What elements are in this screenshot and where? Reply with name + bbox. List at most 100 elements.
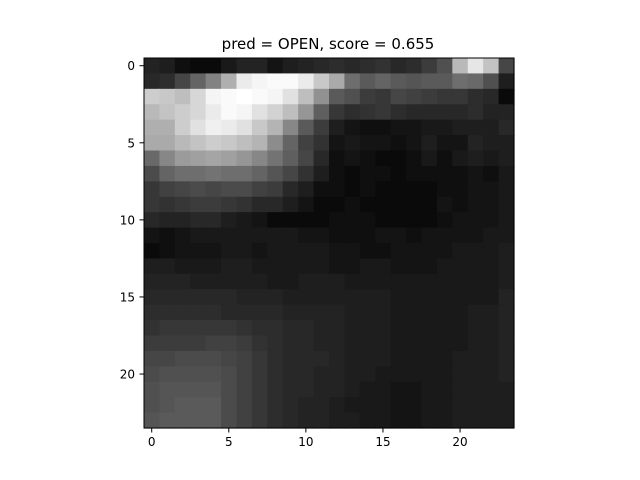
heatmap-cell-r12-c18: [421, 243, 438, 260]
heatmap-cell-r20-c2: [174, 366, 191, 383]
heatmap-cell-r15-c12: [329, 289, 346, 306]
heatmap-cell-r4-c12: [329, 119, 346, 136]
heatmap-cell-r14-c23: [498, 273, 515, 290]
heatmap-cell-r10-c7: [251, 212, 268, 229]
heatmap-cell-r3-c1: [159, 104, 176, 121]
heatmap-cell-r5-c17: [406, 135, 423, 152]
heatmap-cell-r8-c17: [406, 181, 423, 198]
heatmap-cell-r15-c3: [190, 289, 207, 306]
heatmap-cell-r16-c15: [375, 304, 392, 321]
heatmap-cell-r13-c7: [251, 258, 268, 275]
heatmap-cell-r12-c0: [144, 243, 161, 260]
heatmap-cell-r2-c12: [329, 88, 346, 105]
heatmap-cell-r14-c20: [452, 273, 469, 290]
heatmap-cell-r21-c2: [174, 381, 191, 398]
heatmap-cell-r15-c16: [390, 289, 407, 306]
heatmap-cell-r19-c3: [190, 350, 207, 367]
heatmap-cell-r15-c22: [483, 289, 500, 306]
axes-frame: [143, 57, 515, 429]
heatmap-cell-r16-c9: [282, 304, 299, 321]
heatmap-cell-r18-c23: [498, 335, 515, 352]
heatmap-cell-r21-c10: [298, 381, 315, 398]
heatmap-cell-r21-c13: [344, 381, 361, 398]
heatmap-cell-r11-c21: [467, 227, 484, 244]
heatmap-cell-r17-c11: [313, 320, 330, 337]
heatmap-cell-r9-c6: [236, 196, 253, 213]
heatmap-cell-r12-c20: [452, 243, 469, 260]
heatmap-cell-r1-c16: [390, 73, 407, 90]
heatmap-cell-r3-c15: [375, 104, 392, 121]
heatmap-cell-r11-c18: [421, 227, 438, 244]
heatmap-cell-r9-c9: [282, 196, 299, 213]
heatmap-cell-r2-c17: [406, 88, 423, 105]
heatmap-cell-r3-c11: [313, 104, 330, 121]
heatmap-cell-r5-c7: [251, 135, 268, 152]
heatmap-cell-r8-c5: [221, 181, 238, 198]
heatmap-cell-r5-c20: [452, 135, 469, 152]
heatmap-cell-r2-c18: [421, 88, 438, 105]
heatmap-cell-r15-c20: [452, 289, 469, 306]
heatmap-cell-r21-c11: [313, 381, 330, 398]
heatmap-cell-r6-c14: [359, 150, 376, 167]
heatmap-cell-r10-c23: [498, 212, 515, 229]
heatmap-cell-r20-c15: [375, 366, 392, 383]
heatmap-cell-r12-c19: [436, 243, 453, 260]
heatmap-cell-r11-c2: [174, 227, 191, 244]
heatmap-cell-r0-c10: [298, 58, 315, 75]
heatmap-cell-r8-c0: [144, 181, 161, 198]
heatmap-cell-r16-c20: [452, 304, 469, 321]
heatmap-cell-r1-c5: [221, 73, 238, 90]
y-tick-label-5: 5: [127, 136, 135, 150]
heatmap-cell-r15-c18: [421, 289, 438, 306]
heatmap-cell-r21-c14: [359, 381, 376, 398]
heatmap-cell-r4-c22: [483, 119, 500, 136]
heatmap-cell-r10-c1: [159, 212, 176, 229]
heatmap-cell-r0-c2: [174, 58, 191, 75]
heatmap-cell-r1-c12: [329, 73, 346, 90]
heatmap-cell-r2-c9: [282, 88, 299, 105]
heatmap-cell-r10-c13: [344, 212, 361, 229]
heatmap-cell-r13-c3: [190, 258, 207, 275]
heatmap-cell-r17-c4: [205, 320, 222, 337]
heatmap-cell-r12-c5: [221, 243, 238, 260]
heatmap-cell-r20-c19: [436, 366, 453, 383]
heatmap-cell-r15-c10: [298, 289, 315, 306]
heatmap-cell-r1-c10: [298, 73, 315, 90]
heatmap-cell-r6-c8: [267, 150, 284, 167]
heatmap-cell-r11-c6: [236, 227, 253, 244]
heatmap-cell-r14-c0: [144, 273, 161, 290]
heatmap-cell-r10-c16: [390, 212, 407, 229]
heatmap-cell-r2-c3: [190, 88, 207, 105]
heatmap-cell-r19-c7: [251, 350, 268, 367]
heatmap-cell-r3-c17: [406, 104, 423, 121]
heatmap-cell-r9-c14: [359, 196, 376, 213]
heatmap-cell-r13-c8: [267, 258, 284, 275]
heatmap-cell-r7-c12: [329, 165, 346, 182]
heatmap-cell-r9-c5: [221, 196, 238, 213]
heatmap-cell-r8-c10: [298, 181, 315, 198]
heatmap-cell-r23-c6: [236, 412, 253, 429]
heatmap-cell-r12-c23: [498, 243, 515, 260]
heatmap-cell-r4-c19: [436, 119, 453, 136]
heatmap-cell-r7-c14: [359, 165, 376, 182]
heatmap-cell-r0-c6: [236, 58, 253, 75]
heatmap-cell-r5-c2: [174, 135, 191, 152]
heatmap-cell-r17-c20: [452, 320, 469, 337]
heatmap-cell-r0-c7: [251, 58, 268, 75]
heatmap-cell-r15-c15: [375, 289, 392, 306]
heatmap-cell-r18-c20: [452, 335, 469, 352]
heatmap-cell-r2-c6: [236, 88, 253, 105]
heatmap-cell-r9-c17: [406, 196, 423, 213]
heatmap-cell-r6-c21: [467, 150, 484, 167]
heatmap-cell-r13-c19: [436, 258, 453, 275]
heatmap-cell-r4-c15: [375, 119, 392, 136]
heatmap-cell-r6-c2: [174, 150, 191, 167]
heatmap-cell-r11-c11: [313, 227, 330, 244]
heatmap-cell-r7-c18: [421, 165, 438, 182]
heatmap-cell-r6-c12: [329, 150, 346, 167]
heatmap-cell-r20-c1: [159, 366, 176, 383]
heatmap-cell-r17-c21: [467, 320, 484, 337]
heatmap-cell-r20-c6: [236, 366, 253, 383]
heatmap-cell-r1-c11: [313, 73, 330, 90]
heatmap-cell-r15-c0: [144, 289, 161, 306]
